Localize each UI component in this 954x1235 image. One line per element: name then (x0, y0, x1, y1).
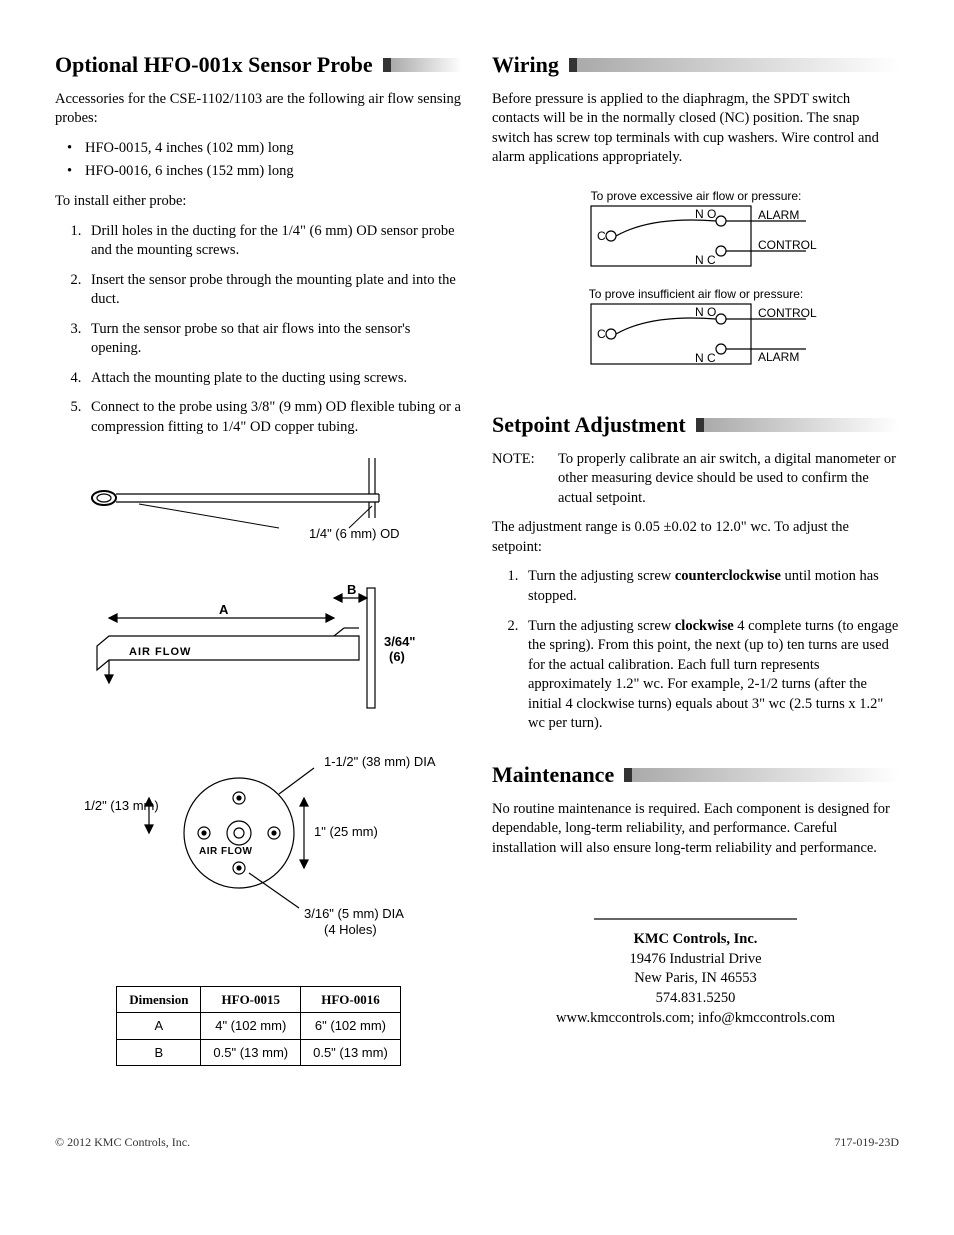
table-header: HFO-0015 (201, 986, 301, 1013)
svg-text:ALARM: ALARM (758, 208, 799, 222)
heading-bar (569, 58, 899, 72)
heading-bar (624, 768, 899, 782)
setpoint-paragraph: The adjustment range is 0.05 ±0.02 to 12… (492, 518, 899, 557)
company-name: KMC Controls, Inc. (492, 930, 899, 950)
label-half: 1/2" (13 mm) (84, 798, 159, 813)
heading-bar (383, 58, 462, 72)
install-steps: Drill holes in the ducting for the 1/4" … (55, 222, 462, 438)
install-step: Attach the mounting plate to the ducting… (85, 369, 462, 389)
svg-text:N O: N O (695, 305, 716, 319)
install-lead: To install either probe: (55, 192, 462, 212)
label-holes: 3/16" (5 mm) DIA (304, 906, 404, 921)
table-cell: B (117, 1039, 201, 1066)
install-step: Insert the sensor probe through the moun… (85, 271, 462, 310)
table-cell: 0.5" (13 mm) (301, 1039, 401, 1066)
company-phone: 574.831.5250 (492, 989, 899, 1009)
svg-text:N C: N C (695, 253, 716, 267)
footer-docnum: 717-019-23D (834, 1134, 899, 1150)
company-web: www.kmccontrols.com; info@kmccontrols.co… (492, 1009, 899, 1029)
page-footer: © 2012 KMC Controls, Inc. 717-019-23D (55, 1134, 899, 1150)
heading-bar (696, 418, 899, 432)
label-od: 1/4" (6 mm) OD (309, 526, 400, 541)
heading-text: Optional HFO-001x Sensor Probe (55, 50, 373, 80)
svg-text:ALARM: ALARM (758, 350, 799, 364)
table-cell: 6" (102 mm) (301, 1013, 401, 1040)
label-bdim2: (6) (389, 649, 405, 664)
setpoint-steps: Turn the adjusting screw counterclockwis… (492, 567, 899, 734)
label-airflow-2: AIR FLOW (199, 846, 252, 857)
table-row: A 4" (102 mm) 6" (102 mm) (117, 1013, 401, 1040)
table-header: Dimension (117, 986, 201, 1013)
maintenance-paragraph: No routine maintenance is required. Each… (492, 800, 899, 859)
wiring-paragraph: Before pressure is applied to the diaphr… (492, 90, 899, 168)
intro-paragraph: Accessories for the CSE-1102/1103 are th… (55, 90, 462, 129)
label-bdim: 3/64" (384, 634, 415, 649)
table-header: HFO-0016 (301, 986, 401, 1013)
table-header-row: Dimension HFO-0015 HFO-0016 (117, 986, 401, 1013)
wiring-caption-top: To prove excessive air flow or pressure: (590, 189, 801, 203)
note-block: NOTE: To properly calibrate an air switc… (492, 450, 899, 509)
heading-maintenance: Maintenance (492, 760, 899, 790)
setpoint-step: Turn the adjusting screw counterclockwis… (522, 567, 899, 606)
setpoint-step: Turn the adjusting screw clockwise 4 com… (522, 617, 899, 734)
probe-diagram: 1/4" (6 mm) OD (55, 458, 462, 1067)
company-divider (594, 918, 798, 920)
company-block: KMC Controls, Inc. 19476 Industrial Driv… (492, 918, 899, 1028)
svg-text:N C: N C (695, 351, 716, 365)
svg-text:C: C (597, 229, 606, 243)
company-addr1: 19476 Industrial Drive (492, 950, 899, 970)
heading-setpoint: Setpoint Adjustment (492, 410, 899, 440)
heading-wiring: Wiring (492, 50, 899, 80)
heading-sensor-probe: Optional HFO-001x Sensor Probe (55, 50, 462, 80)
wiring-caption-bot: To prove insufficient air flow or pressu… (588, 287, 803, 301)
dimension-table: Dimension HFO-0015 HFO-0016 A 4" (102 mm… (116, 986, 401, 1067)
label-holes2: (4 Holes) (324, 922, 377, 937)
table-cell: A (117, 1013, 201, 1040)
svg-text:CONTROL: CONTROL (758, 306, 817, 320)
heading-text: Wiring (492, 50, 559, 80)
note-body: To properly calibrate an air switch, a d… (558, 450, 899, 509)
install-step: Turn the sensor probe so that air flows … (85, 320, 462, 359)
svg-text:CONTROL: CONTROL (758, 238, 817, 252)
label-airflow: AIR FLOW (129, 646, 191, 658)
bullet-item: HFO-0015, 4 inches (102 mm) long (85, 139, 462, 159)
heading-text: Setpoint Adjustment (492, 410, 686, 440)
wiring-diagram: To prove excessive air flow or pressure:… (541, 186, 851, 386)
bullet-item: HFO-0016, 6 inches (152 mm) long (85, 162, 462, 182)
note-label: NOTE: (492, 450, 546, 509)
label-plate-dia: 1-1/2" (38 mm) DIA (324, 754, 436, 769)
install-step: Connect to the probe using 3/8" (9 mm) O… (85, 398, 462, 437)
company-addr2: New Paris, IN 46553 (492, 969, 899, 989)
heading-text: Maintenance (492, 760, 614, 790)
svg-text:C: C (597, 327, 606, 341)
table-cell: 4" (102 mm) (201, 1013, 301, 1040)
label-b: B (347, 582, 356, 597)
svg-text:N O: N O (695, 207, 716, 221)
label-one: 1" (25 mm) (314, 824, 378, 839)
footer-copyright: © 2012 KMC Controls, Inc. (55, 1134, 190, 1150)
table-cell: 0.5" (13 mm) (201, 1039, 301, 1066)
label-a: A (219, 602, 229, 617)
table-row: B 0.5" (13 mm) 0.5" (13 mm) (117, 1039, 401, 1066)
probe-bullet-list: HFO-0015, 4 inches (102 mm) long HFO-001… (55, 139, 462, 182)
install-step: Drill holes in the ducting for the 1/4" … (85, 222, 462, 261)
